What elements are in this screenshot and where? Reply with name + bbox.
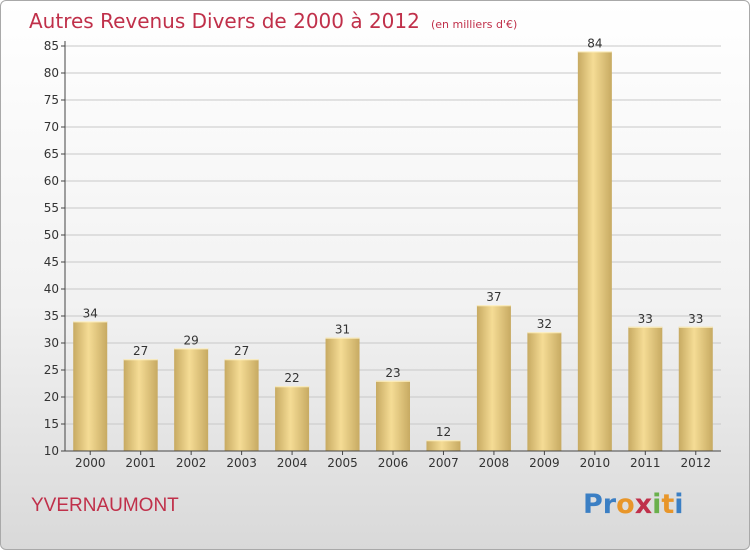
y-tick-label: 85: [44, 39, 59, 53]
data-label: 23: [385, 366, 400, 380]
data-label: 22: [284, 371, 299, 385]
logo-letter: t: [661, 489, 675, 520]
y-tick-label: 10: [44, 444, 59, 458]
y-tick-label: 15: [44, 417, 59, 431]
data-label: 84: [587, 36, 602, 50]
chart-title-text: Autres Revenus Divers de 2000 à 2012: [29, 9, 420, 33]
y-tick-label: 45: [44, 255, 59, 269]
x-tick-label: 2001: [125, 456, 156, 470]
proxiti-logo[interactable]: Proxiti: [583, 489, 684, 520]
x-tick-label: 2005: [327, 456, 358, 470]
x-tick-label: 2006: [378, 456, 409, 470]
bar: [426, 440, 461, 451]
data-label: 34: [83, 306, 98, 320]
x-tick-label: 2002: [176, 456, 207, 470]
bar: [678, 326, 713, 451]
bars: [73, 51, 713, 452]
data-label: 29: [184, 333, 199, 347]
logo-letter: i: [652, 489, 662, 520]
x-tick-label: 2004: [277, 456, 308, 470]
logo-letter: o: [616, 489, 635, 520]
x-tick-label: 2010: [580, 456, 611, 470]
y-tick-label: 70: [44, 120, 59, 134]
data-label: 31: [335, 323, 350, 337]
bar: [174, 348, 209, 451]
y-tick-label: 75: [44, 93, 59, 107]
y-tick-label: 50: [44, 228, 59, 242]
chart-title: Autres Revenus Divers de 2000 à 2012 (en…: [29, 9, 517, 33]
y-tick-label: 30: [44, 336, 59, 350]
y-tick-label: 60: [44, 174, 59, 188]
data-label: 27: [133, 344, 148, 358]
logo-letter: P: [583, 489, 603, 520]
data-label: 27: [234, 344, 249, 358]
y-tick-label: 40: [44, 282, 59, 296]
bar: [577, 51, 612, 452]
y-tick-label: 35: [44, 309, 59, 323]
town-name: YVERNAUMONT: [31, 495, 179, 516]
labels: 10 15 20 25 30 35 40 45 50 55 60 65 70 75 80 85 34 2000 27…: [44, 36, 711, 470]
bar: [224, 359, 259, 451]
y-tick-label: 55: [44, 201, 59, 215]
logo-letter: r: [602, 489, 617, 520]
x-tick-label: 2009: [529, 456, 560, 470]
x-tick-label: 2011: [630, 456, 661, 470]
bar-chart: 10 15 20 25 30 35 40 45 50 55 60 65 70 75 80 85 34 2000 27…: [44, 36, 721, 470]
bar: [527, 332, 562, 451]
chart-unit-text: (en milliers d'€): [430, 18, 518, 31]
y-tick-label: 80: [44, 66, 59, 80]
bar: [275, 386, 310, 451]
bar: [628, 326, 663, 451]
bar: [376, 380, 410, 451]
data-label: 37: [486, 290, 501, 304]
data-label: 33: [638, 312, 653, 326]
x-tick-label: 2008: [479, 456, 510, 470]
data-label: 33: [688, 312, 703, 326]
y-tick-label: 20: [44, 390, 59, 404]
bar: [476, 305, 511, 451]
logo-letter: x: [634, 489, 653, 520]
x-tick-label: 2003: [226, 456, 257, 470]
y-tick-label: 65: [44, 147, 59, 161]
axes: [61, 41, 721, 455]
bar: [325, 337, 360, 451]
x-tick-label: 2012: [680, 456, 711, 470]
logo-letter: i: [674, 489, 684, 520]
bar: [123, 359, 158, 451]
x-tick-label: 2007: [428, 456, 459, 470]
y-tick-label: 25: [44, 363, 59, 377]
data-label: 32: [537, 317, 552, 331]
data-label: 12: [436, 425, 451, 439]
x-tick-label: 2000: [75, 456, 106, 470]
bar: [73, 321, 108, 451]
